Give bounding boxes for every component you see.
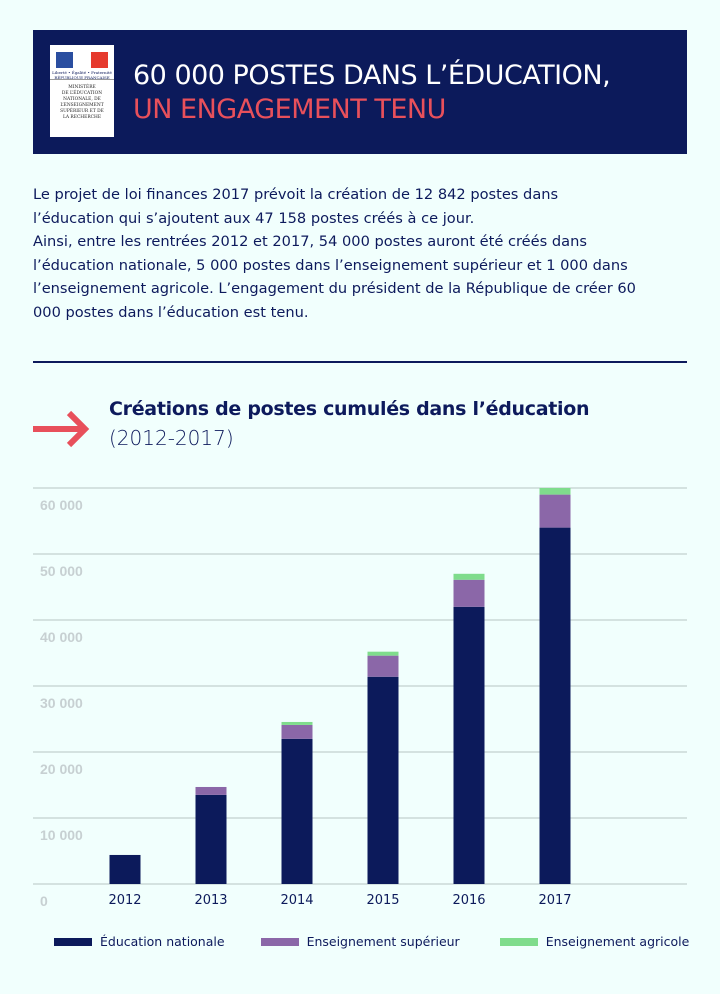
x-tick-label: 2013 bbox=[194, 893, 227, 908]
legend-swatch bbox=[54, 937, 92, 946]
bar-segment bbox=[281, 738, 313, 884]
legend-label: Enseignement agricole bbox=[545, 934, 690, 949]
legend-item: Éducation nationale bbox=[54, 934, 225, 949]
bar-segment bbox=[539, 488, 571, 495]
chart-title: Créations de postes cumulés dans l’éduca… bbox=[109, 398, 590, 420]
bar-segment bbox=[195, 786, 227, 795]
republic-text: Liberté • Égalité • Fraternité RÉPUBLIQU… bbox=[52, 70, 112, 80]
y-tick-label: 0 bbox=[40, 893, 48, 909]
y-tick-label: 20 000 bbox=[40, 761, 83, 777]
bar-segment bbox=[281, 721, 313, 725]
intro-text: Le projet de loi finances 2017 prévoit l… bbox=[33, 183, 673, 324]
intro-paragraph: Le projet de loi finances 2017 prévoit l… bbox=[33, 186, 559, 227]
bar-segment bbox=[453, 606, 485, 884]
divider bbox=[33, 361, 687, 363]
y-tick-label: 60 000 bbox=[40, 497, 83, 513]
title-line-2: UN ENGAGEMENT TENU bbox=[133, 94, 446, 125]
bar-segment bbox=[367, 676, 399, 884]
bar-segment bbox=[367, 651, 399, 656]
bar-segment bbox=[367, 655, 399, 677]
bar-segment bbox=[109, 854, 141, 884]
y-tick-label: 30 000 bbox=[40, 695, 83, 711]
y-tick-label: 50 000 bbox=[40, 563, 83, 579]
legend-item: Enseignement agricole bbox=[499, 934, 690, 949]
header-banner: Liberté • Égalité • Fraternité RÉPUBLIQU… bbox=[33, 30, 687, 154]
bar-segment bbox=[453, 579, 485, 607]
legend-label: Éducation nationale bbox=[100, 934, 225, 949]
bar-segment bbox=[539, 494, 571, 528]
stacked-bar-chart: 0 10 000 20 000 30 000 40 000 50 000 60 000 201… bbox=[33, 487, 687, 909]
ministry-logo: Liberté • Égalité • Fraternité RÉPUBLIQU… bbox=[50, 45, 114, 137]
x-tick-label: 2017 bbox=[538, 893, 571, 908]
x-tick-label: 2014 bbox=[280, 893, 313, 908]
x-tick-label: 2016 bbox=[452, 893, 485, 908]
intro-paragraph: Ainsi, entre les rentrées 2012 et 2017, … bbox=[33, 233, 636, 321]
ministry-name: MINISTÈRE DE L’ÉDUCATION NATIONALE, DE L… bbox=[60, 85, 104, 120]
y-tick-label: 10 000 bbox=[40, 827, 83, 843]
bar-segment bbox=[281, 724, 313, 739]
legend-item: Enseignement supérieur bbox=[260, 934, 460, 949]
marianne-flag-icon bbox=[56, 52, 108, 68]
bar-segment bbox=[453, 573, 485, 580]
title-line-1: 60 000 POSTES DANS L’ÉDUCATION, bbox=[133, 60, 611, 91]
chart-subtitle: (2012-2017) bbox=[109, 426, 234, 450]
arrow-right-icon bbox=[33, 410, 90, 448]
legend-swatch bbox=[260, 937, 299, 946]
chart-legend: Éducation nationale Enseignement supérieu… bbox=[54, 934, 689, 949]
bar-segment bbox=[539, 527, 571, 884]
legend-swatch bbox=[499, 937, 538, 946]
bar-segment bbox=[195, 794, 227, 884]
x-tick-label: 2015 bbox=[366, 893, 399, 908]
legend-label: Enseignement supérieur bbox=[306, 934, 460, 949]
y-tick-label: 40 000 bbox=[40, 629, 83, 645]
x-tick-label: 2012 bbox=[108, 893, 141, 908]
